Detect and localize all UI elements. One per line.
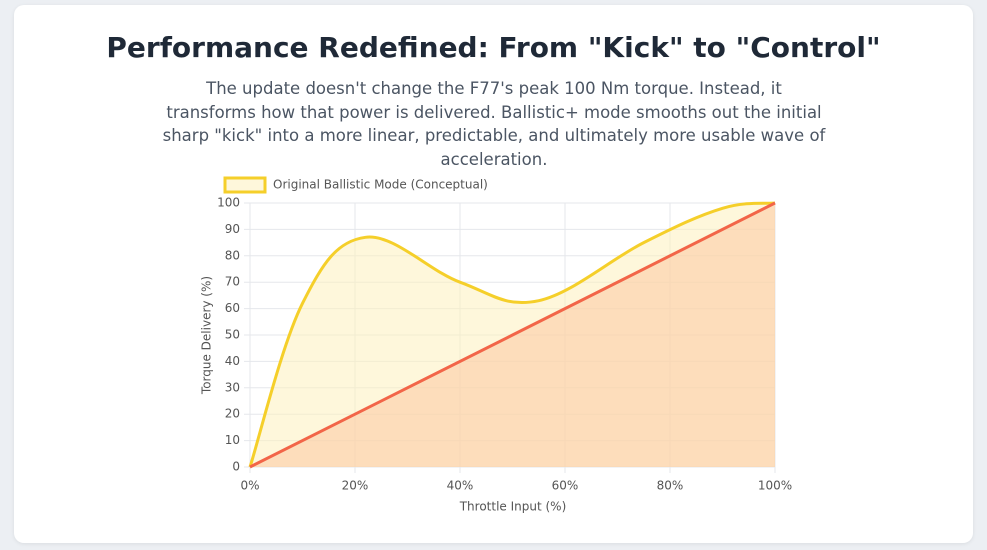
y-tick-label: 30 [225,380,240,394]
line [248,201,776,468]
x-tick-label: 100% [758,479,792,493]
legend-label: Original Ballistic Mode (Conceptual) [273,178,488,192]
y-axis-title: Torque Delivery (%) [200,276,214,395]
title: Performance Redefined: From "Kick" to "C… [106,31,881,64]
y-tick-label: 0 [232,460,240,474]
legend-swatch [223,176,267,194]
y-tick-label: 40 [225,354,240,368]
y-tick-label: 10 [225,433,240,447]
y-tick-label: 80 [225,248,240,262]
x-tick-label: 80% [657,479,684,493]
y-tick-label: 100 [217,196,240,210]
x-tick-label: 20% [342,479,369,493]
subtitle: The update doesn't change the F77's peak… [162,79,826,169]
line [249,201,776,469]
x-tick-label: 0% [240,479,259,493]
y-tick-label: 90 [225,222,240,236]
x-axis-title: Throttle Input (%) [459,500,567,514]
y-tick-label: 50 [225,328,240,342]
y-tick-label: 70 [225,275,240,289]
x-tick-label: 60% [552,479,579,493]
x-tick-label: 40% [447,479,474,493]
y-tick-label: 60 [225,301,240,315]
y-tick-label: 20 [225,407,240,421]
